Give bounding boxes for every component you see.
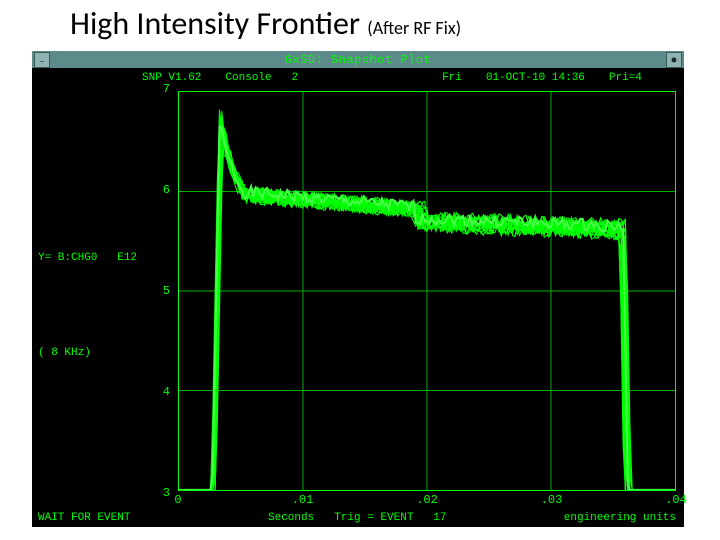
title-sub: (After RF Fix): [367, 17, 461, 39]
slide-title: High Intensity Frontier (After RF Fix): [0, 0, 720, 51]
minimize-button[interactable]: –: [34, 52, 50, 68]
window-title: GxSD: Snapshot Plot: [285, 53, 431, 67]
day-label: Fri: [442, 72, 462, 84]
date-label: 01-OCT-10 14:36: [486, 72, 585, 84]
freq-label: ( 8 KHz): [38, 347, 91, 359]
window-titlebar: – GxSD: Snapshot Plot •: [32, 51, 684, 69]
window-menu-button[interactable]: •: [666, 52, 682, 68]
priority-label: Pri=4: [609, 72, 642, 84]
x-axis-labels: 0.01.02.03.04: [178, 493, 676, 507]
version-label: SNP V1.62: [142, 72, 201, 84]
title-main: High Intensity Frontier: [70, 4, 360, 43]
wait-label: WAIT FOR EVENT: [38, 512, 130, 524]
bottom-row: WAIT FOR EVENT Seconds Trig = EVENT 17 e…: [38, 512, 676, 524]
xaxis-label: Seconds: [268, 512, 314, 524]
scope-body: SNP V1.62 Console 2 Fri 01-OCT-10 14:36 …: [32, 69, 684, 527]
left-annotations: Y= B:CHG0 E12 ( 8 KHz): [38, 89, 138, 507]
y-axis-labels: 34567: [144, 89, 172, 493]
plot-area: [178, 91, 676, 491]
eng-units-label: engineering units: [564, 512, 676, 524]
plot-svg: [179, 92, 675, 490]
console-label: Console 2: [225, 72, 298, 84]
channel-label: Y= B:CHG0 E12: [38, 252, 137, 264]
trig-label: Trig = EVENT 17: [334, 512, 446, 524]
info-row: SNP V1.62 Console 2 Fri 01-OCT-10 14:36 …: [142, 72, 642, 84]
scope-window: – GxSD: Snapshot Plot • SNP V1.62 Consol…: [32, 51, 684, 527]
